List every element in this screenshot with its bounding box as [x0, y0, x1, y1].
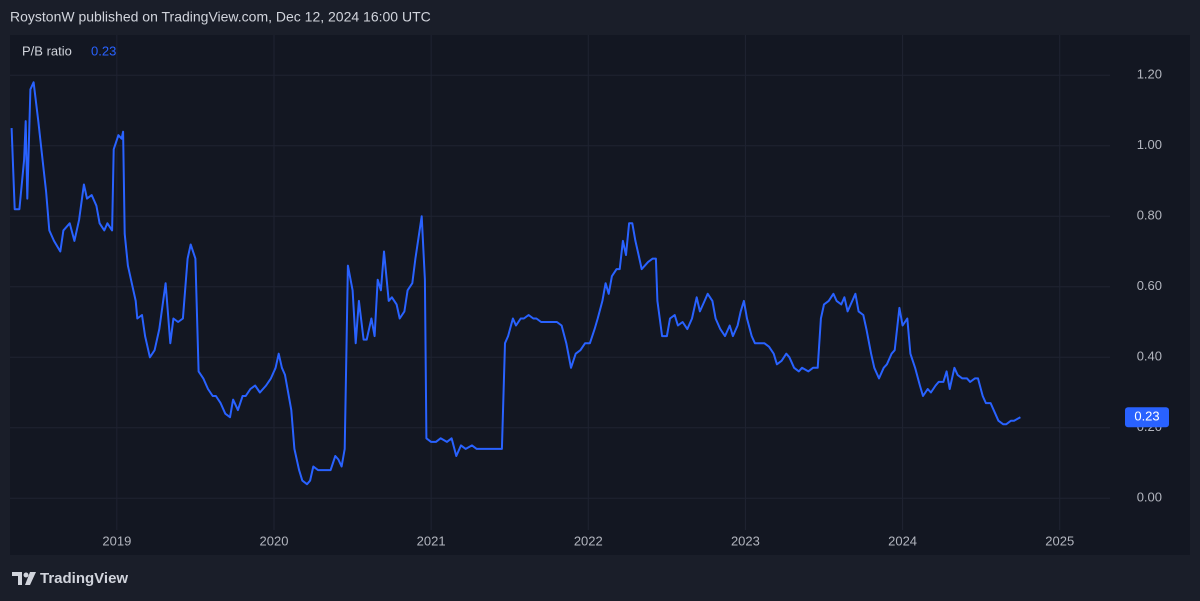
logo [12, 572, 36, 585]
x-tick-label: 2019 [102, 533, 131, 548]
chart-panel [10, 35, 1190, 555]
x-tick-label: 2020 [260, 533, 289, 548]
legend-value: 0.23 [91, 43, 116, 58]
grid [10, 35, 1110, 530]
price-tag [1125, 407, 1169, 428]
line [10, 81, 1021, 486]
legend-name: P/B ratio [22, 43, 72, 58]
y-tick-label: 1.20 [1137, 67, 1162, 82]
x-tick-label: 2025 [1045, 533, 1074, 548]
logo-mark [25, 572, 36, 585]
logo-mark [12, 572, 22, 585]
y-tick-label: 0.00 [1137, 490, 1162, 505]
plot [10, 81, 1021, 486]
x-tick-label: 2022 [574, 533, 603, 548]
logo-mark [23, 572, 29, 578]
y-tick-label: 0.80 [1137, 208, 1162, 223]
axes: 0.000.200.400.600.801.001.20201920202021… [102, 67, 1169, 548]
y-tick-label: 1.00 [1137, 137, 1162, 152]
x-tick-label: 2024 [888, 533, 917, 548]
brand: TradingView [40, 570, 128, 587]
y-tick-label: 0.40 [1137, 349, 1162, 364]
x-tick-label: 2021 [417, 533, 446, 548]
price-tag-label: 0.23 [1134, 409, 1159, 424]
x-tick-label: 2023 [731, 533, 760, 548]
y-tick-label: 0.60 [1137, 278, 1162, 293]
header: RoystonW published on TradingView.com, D… [10, 9, 431, 25]
